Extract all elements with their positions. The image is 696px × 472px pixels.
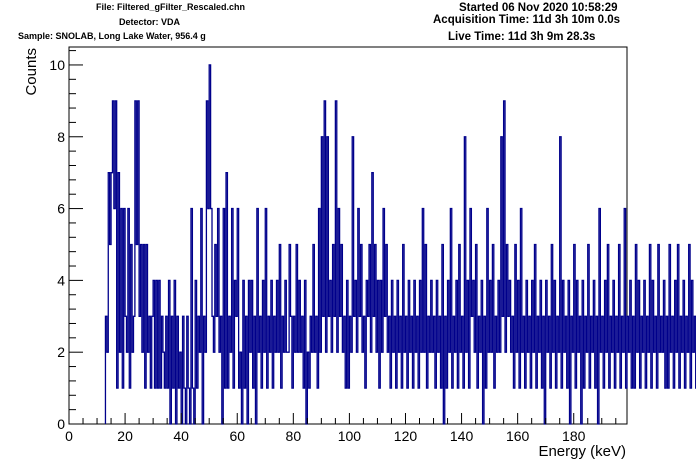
x-tick-label: 180 [562,428,586,444]
x-tick-label: 0 [65,428,73,444]
y-tick-label: 2 [57,344,65,360]
x-tick-label: 20 [117,428,133,444]
y-tick-label: 10 [49,57,65,73]
y-axis-title: Counts [23,48,40,96]
x-tick-label: 140 [450,428,474,444]
live-time-label: Live Time: 11d 3h 9m 28.3s [448,31,596,43]
x-tick-label: 120 [394,428,418,444]
acquisition-time-label: Acquisition Time: 11d 3h 10m 0.0s [433,14,621,26]
histogram-line [104,64,696,425]
histogram-layer [104,64,696,425]
x-tick-label: 100 [338,428,362,444]
started-label: Started 06 Nov 2020 10:58:29 [459,2,618,14]
x-tick-label: 40 [173,428,189,444]
x-tick-label: 160 [506,428,530,444]
axis-layer: 0 20 40 60 80 100 120 140 160 180 0 2 4 6 8 10 [49,50,617,444]
x-tick-label: 60 [229,428,245,444]
file-label: File: Filtered_gFilter_Rescaled.chn [96,2,246,12]
plot-frame [68,46,628,425]
sample-label: Sample: SNOLAB, Long Lake Water, 956.4 g [18,31,206,41]
y-tick-label: 0 [57,416,65,432]
x-tick-label: 80 [286,428,302,444]
y-tick-label: 6 [57,201,65,217]
x-axis-title: Energy (keV) [538,443,626,460]
y-tick-label: 4 [57,272,65,288]
detector-label: Detector: VDA [119,17,181,27]
y-tick-label: 8 [57,129,65,145]
